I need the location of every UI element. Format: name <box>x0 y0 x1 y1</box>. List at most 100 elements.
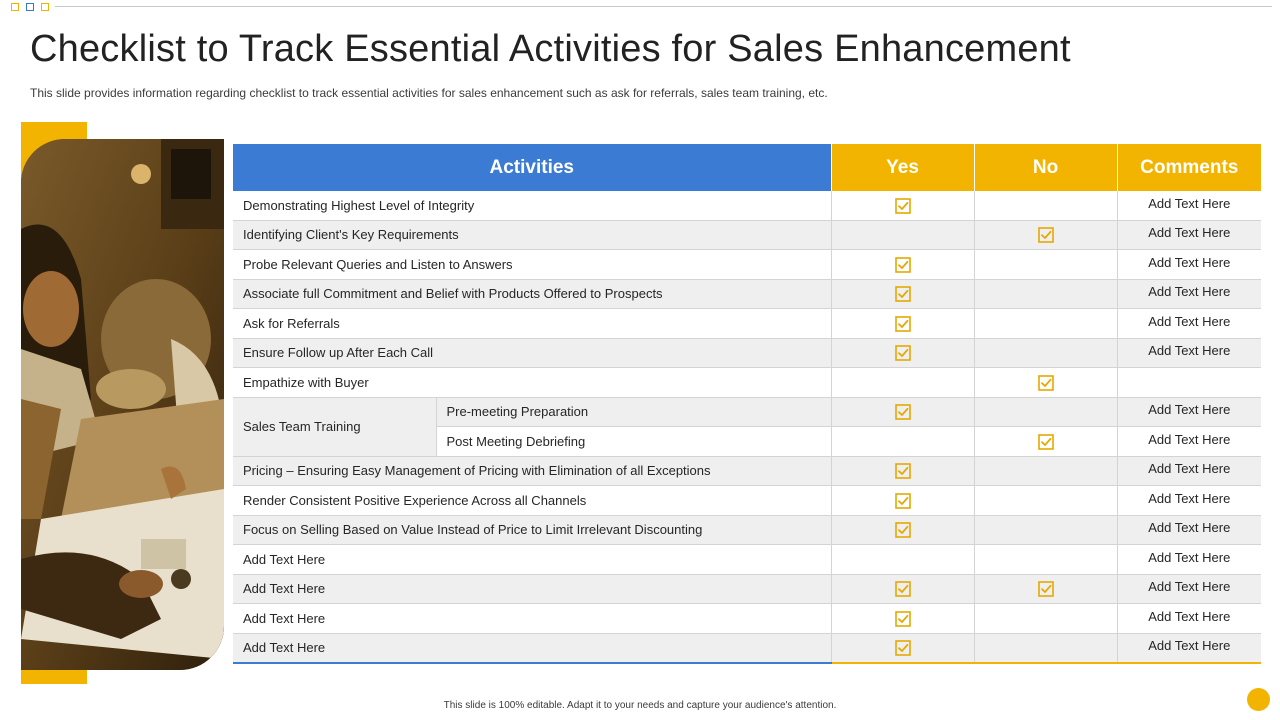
group-label-cell: Sales Team Training <box>233 397 437 457</box>
comment-cell: Add Text Here <box>1117 426 1262 457</box>
no-cell <box>974 485 1118 516</box>
comment-cell: Add Text Here <box>1117 338 1262 368</box>
no-cell <box>974 279 1118 309</box>
comment-cell: Add Text Here <box>1117 633 1262 664</box>
comment-cell: Add Text Here <box>1117 456 1262 486</box>
checkbox-checked-icon[interactable] <box>894 610 911 627</box>
yes-cell <box>831 249 975 280</box>
comment-cell: Add Text Here <box>1117 603 1262 634</box>
comment-text: Add Text Here <box>1148 284 1231 300</box>
activity-cell: Add Text Here <box>233 633 832 664</box>
comment-cell: Add Text Here <box>1117 515 1262 545</box>
no-cell <box>974 249 1118 280</box>
no-cell <box>974 397 1118 427</box>
table-row: Add Text Here Add Text Here <box>233 544 1262 575</box>
checkbox-checked-icon[interactable] <box>894 404 911 420</box>
checkbox-checked-icon[interactable] <box>1037 227 1054 243</box>
checkbox-checked-icon[interactable] <box>894 345 911 361</box>
no-cell <box>974 603 1118 634</box>
comment-cell: Add Text Here <box>1117 308 1262 339</box>
no-cell <box>974 633 1118 664</box>
header-comments: Comments <box>1117 144 1262 191</box>
checkbox-checked-icon[interactable] <box>1037 433 1054 450</box>
meeting-photo-illustration <box>21 139 224 670</box>
top-divider <box>55 6 1272 7</box>
table-row: Add Text Here Add Text Here <box>233 633 1262 664</box>
checkbox-checked-icon[interactable] <box>894 256 911 273</box>
activity-cell: Pre-meeting Preparation <box>436 397 832 427</box>
activity-cell: Pricing – Ensuring Easy Management of Pr… <box>233 456 832 486</box>
comment-text: Add Text Here <box>1148 579 1231 595</box>
no-cell <box>974 308 1118 339</box>
page-title: Checklist to Track Essential Activities … <box>30 28 1071 70</box>
checkbox-checked-icon[interactable] <box>894 640 911 656</box>
table-row: Identifying Client's Key Requirements Add… <box>233 220 1262 250</box>
activity-cell: Add Text Here <box>233 574 832 604</box>
yes-cell <box>831 515 975 545</box>
activity-cell: Probe Relevant Queries and Listen to Ans… <box>233 249 832 280</box>
activity-cell: Identifying Client's Key Requirements <box>233 220 832 250</box>
yes-cell <box>831 397 975 427</box>
comment-text: Add Text Here <box>1148 402 1231 418</box>
yes-cell <box>831 338 975 368</box>
checkbox-checked-icon[interactable] <box>894 463 911 479</box>
yes-cell <box>831 308 975 339</box>
activity-cell: Associate full Commitment and Belief wit… <box>233 279 832 309</box>
comment-text: Add Text Here <box>1148 490 1231 506</box>
yes-cell <box>831 633 975 664</box>
table-row: Empathize with Buyer <box>233 367 1262 398</box>
yes-cell <box>831 191 975 221</box>
activity-cell: Ask for Referrals <box>233 308 832 339</box>
header-yes: Yes <box>831 144 975 191</box>
checklist-table-container: Activities Yes No Comments Demonstrating… <box>233 144 1262 664</box>
square-outline-icon <box>41 3 49 11</box>
activity-cell: Focus on Selling Based on Value Instead … <box>233 515 832 545</box>
yes-cell <box>831 279 975 309</box>
comment-cell: Add Text Here <box>1117 191 1262 221</box>
no-cell <box>974 544 1118 575</box>
comment-cell: Add Text Here <box>1117 279 1262 309</box>
table-row: Sales Team Training Pre-meeting Preparati… <box>233 397 1262 457</box>
no-cell <box>974 191 1118 221</box>
table-row: Ask for Referrals Add Text Here <box>233 308 1262 339</box>
yes-cell <box>831 426 975 457</box>
checkbox-checked-icon[interactable] <box>894 197 911 214</box>
checkbox-checked-icon[interactable] <box>1037 581 1054 597</box>
table-header-row: Activities Yes No Comments <box>233 144 1262 191</box>
activity-cell: Add Text Here <box>233 603 832 634</box>
comment-text: Add Text Here <box>1148 549 1231 565</box>
checkbox-checked-icon[interactable] <box>894 315 911 332</box>
comment-cell: Add Text Here <box>1117 249 1262 280</box>
table-row: Ensure Follow up After Each Call Add Text… <box>233 338 1262 368</box>
comment-text: Add Text Here <box>1148 461 1231 477</box>
activity-cell: Add Text Here <box>233 544 832 575</box>
yes-cell <box>831 603 975 634</box>
square-outline-icon <box>26 3 34 11</box>
checkbox-checked-icon[interactable] <box>894 492 911 509</box>
yes-cell <box>831 544 975 575</box>
comment-text: Add Text Here <box>1148 254 1231 270</box>
page-subtitle: This slide provides information regardin… <box>30 86 828 100</box>
activity-cell: Render Consistent Positive Experience Ac… <box>233 485 832 516</box>
comment-cell <box>1117 367 1262 398</box>
yes-cell <box>831 367 975 398</box>
checkbox-checked-icon[interactable] <box>894 581 911 597</box>
header-activities: Activities <box>233 144 832 191</box>
no-cell <box>974 456 1118 486</box>
comment-cell: Add Text Here <box>1117 220 1262 250</box>
checkbox-checked-icon[interactable] <box>1037 374 1054 391</box>
checkbox-checked-icon[interactable] <box>894 522 911 538</box>
no-cell <box>974 574 1118 604</box>
comment-text: Add Text Here <box>1148 638 1231 654</box>
corner-dot <box>1247 688 1270 711</box>
comment-text: Add Text Here <box>1148 431 1231 447</box>
no-cell <box>974 338 1118 368</box>
checkbox-checked-icon[interactable] <box>894 286 911 302</box>
table-row: Add Text Here Add Text Here <box>233 574 1262 604</box>
comment-text: Add Text Here <box>1148 313 1231 329</box>
no-cell <box>974 426 1118 457</box>
comment-text: Add Text Here <box>1148 195 1231 211</box>
comment-text: Add Text Here <box>1148 343 1231 359</box>
footer-note: This slide is 100% editable. Adapt it to… <box>443 700 837 711</box>
table-row: Pricing – Ensuring Easy Management of Pr… <box>233 456 1262 486</box>
